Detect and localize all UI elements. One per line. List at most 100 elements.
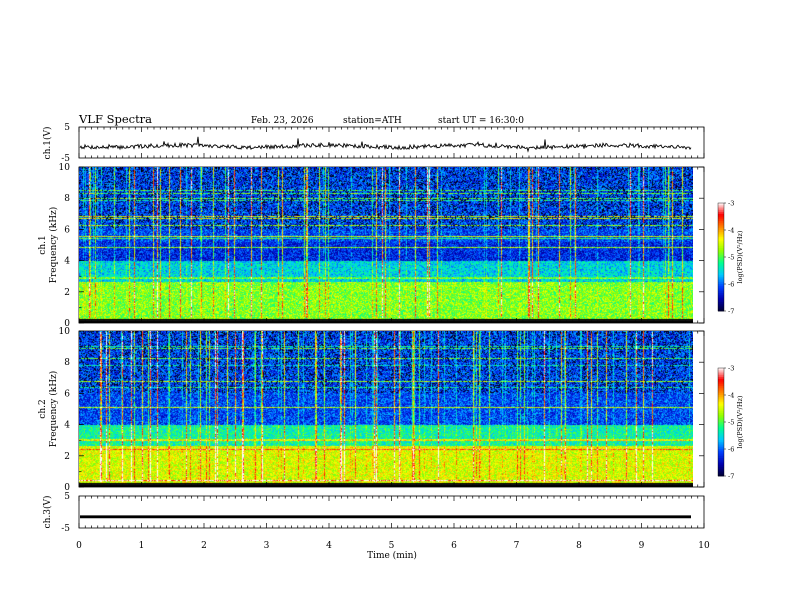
colorbar-segment [718, 215, 724, 218]
colorbar-segment [718, 233, 724, 236]
ch1-waveform-frame [78, 126, 705, 159]
colorbar-segment [718, 375, 724, 378]
colorbar-tick-label: -7 [728, 308, 734, 316]
colorbar-segment [718, 382, 724, 385]
colorbar-segment [718, 443, 724, 446]
colorbar-segment [718, 377, 724, 380]
colorbar-segment [718, 373, 724, 376]
colorbar-segment [718, 285, 724, 288]
frequency-tick-label: 4 [64, 257, 70, 267]
colorbar-segment [718, 224, 724, 227]
colorbar-segment [718, 246, 724, 249]
ch3-time-ticks [78, 496, 705, 528]
figure-title: VLF Spectra [78, 112, 152, 126]
colorbar-segment [718, 411, 724, 414]
colorbar-segment [718, 208, 724, 211]
colorbar-segment [718, 242, 724, 245]
colorbar-segment [718, 407, 724, 410]
colorbar-segment [718, 228, 724, 231]
ch3-ytick-bottom: -5 [61, 524, 70, 534]
frequency-tick-label: 10 [59, 163, 71, 173]
colorbar-segment [718, 296, 724, 299]
frequency-tick-label: 8 [64, 358, 70, 368]
colorbar-segment [718, 450, 724, 453]
colorbar-segment [718, 217, 724, 220]
time-tick-label: 8 [576, 541, 582, 551]
colorbar-tick-label: -7 [728, 473, 734, 481]
ch2-frequency-label: Frequency (kHz) [48, 371, 59, 448]
colorbar-segment [718, 432, 724, 435]
colorbar-segment [718, 294, 724, 297]
colorbar-segment [718, 271, 724, 274]
ch2-spec-time-ticks [78, 331, 705, 487]
time-tick-label: 0 [76, 541, 82, 551]
colorbar-segment [718, 380, 724, 383]
colorbar-segment [718, 235, 724, 238]
colorbar-segment [718, 253, 724, 256]
colorbar-segment [718, 300, 724, 303]
colorbar-segment [718, 436, 724, 439]
colorbar-segment [718, 429, 724, 432]
ch2-channel-label: ch.2 [38, 399, 48, 418]
ch1-frequency-label: Frequency (kHz) [48, 207, 59, 284]
colorbar-segment [718, 212, 724, 215]
colorbar-segment [718, 420, 724, 423]
colorbar-segment [718, 257, 724, 260]
colorbar-segment [718, 244, 724, 247]
colorbar-segment [718, 248, 724, 251]
colorbar-segment [718, 284, 724, 287]
colorbar-segment [718, 203, 724, 206]
colorbar-segment [718, 262, 724, 265]
frequency-tick-label: 6 [64, 389, 70, 399]
colorbar-segment [718, 305, 724, 308]
colorbar-tick-label: -4 [728, 392, 734, 400]
colorbar-segment [718, 302, 724, 305]
colorbar-label: log(PSD)(V²/Hz) [736, 395, 744, 448]
ch1-waveform-line [79, 136, 692, 153]
frequency-tick-label: 8 [64, 194, 70, 204]
colorbar-segment [718, 416, 724, 419]
colorbar-segment [718, 465, 724, 468]
colorbar-tick-label: -6 [728, 281, 734, 289]
time-tick-label: 3 [264, 541, 270, 551]
colorbar-segment [718, 267, 724, 270]
colorbar-segment [718, 456, 724, 459]
header-start-time: start UT = 16:30:0 [438, 116, 524, 126]
frequency-tick-label: 2 [64, 452, 70, 462]
colorbar-segment [718, 266, 724, 269]
colorbar-segment [718, 474, 724, 477]
colorbar-segment [718, 395, 724, 398]
colorbar-segment [718, 293, 724, 296]
ch1-channel-label: ch.1 [38, 235, 48, 254]
colorbar-segment [718, 226, 724, 229]
ch1-frequency-ticks: 0 2 4 6 8 10 [59, 163, 704, 329]
colorbar-segment [718, 275, 724, 278]
colorbar-segment [718, 298, 724, 301]
time-tick-label: 10 [698, 541, 710, 551]
colorbar-segment [718, 423, 724, 426]
colorbar-segment [718, 404, 724, 407]
time-axis-tick-labels: 0 1 2 3 4 5 6 7 8 9 10 [76, 541, 710, 551]
colorbar-segment [718, 276, 724, 279]
time-tick-label: 4 [326, 541, 332, 551]
colorbar-segment [718, 463, 724, 466]
colorbar-segment [718, 458, 724, 461]
colorbar-segment [718, 402, 724, 405]
frequency-tick-label: 6 [64, 225, 70, 235]
colorbar-tick-label: -3 [728, 200, 734, 208]
colorbar-segment [718, 409, 724, 412]
ch1-ytick-bottom: -5 [61, 154, 70, 164]
colorbar-segment [718, 389, 724, 392]
ch1-spectrogram-panel: 0 2 4 6 8 10 ch.1 Frequency (kHz) [38, 163, 705, 329]
colorbar-segment [718, 206, 724, 209]
colorbar-segment [718, 425, 724, 428]
colorbar-segment [718, 278, 724, 281]
colorbar-segment [718, 368, 724, 371]
colorbar-segment [718, 427, 724, 430]
time-tick-label: 2 [201, 541, 207, 551]
colorbar-segment [718, 282, 724, 285]
colorbar-segment [718, 459, 724, 462]
colorbar-segment [718, 468, 724, 471]
colorbar-segment [718, 291, 724, 294]
colorbar-segment [718, 405, 724, 408]
